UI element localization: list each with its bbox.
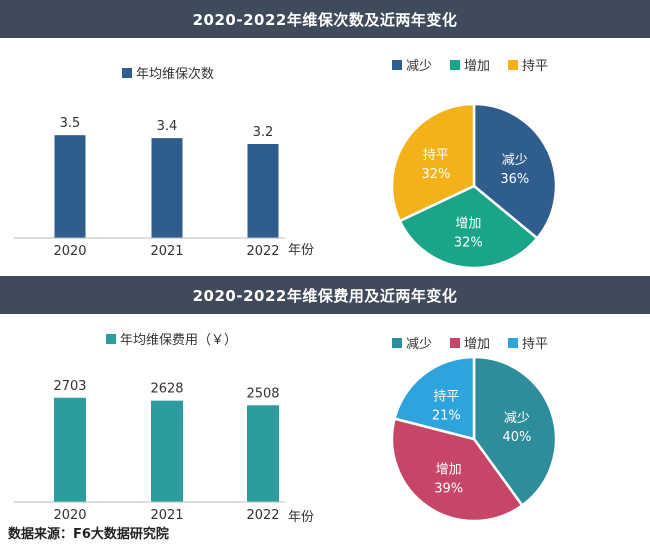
- pie-chart-1-slice-2: [390, 102, 476, 223]
- pie-chart-1-slice-0: [472, 102, 558, 241]
- section-2-title: 2020-2022年维保费用及近两年变化: [192, 286, 458, 305]
- section-1-title: 2020-2022年维保次数及近两年变化: [192, 10, 458, 29]
- bar-chart-2-value-label: 2508: [246, 386, 279, 401]
- bar-chart-1-value-label: 3.2: [253, 125, 274, 140]
- bar-chart-1-tick-label: 2022: [246, 244, 279, 259]
- pie-chart-2-slice-label: 增加: [436, 462, 462, 477]
- pie-chart-1-legend: 减少 增加 持平: [392, 59, 548, 74]
- bar-chart-2: 年均维保费用（￥） 2703 2020 2628 2021 2508 2022 年份: [14, 333, 314, 525]
- bar-chart-2-tick-label: 2021: [150, 508, 183, 523]
- pie-chart-1-slice-label: 增加: [455, 217, 481, 232]
- section-2-header: 2020-2022年维保费用及近两年变化: [0, 276, 650, 314]
- bar-chart-1-legend-swatch: [122, 68, 132, 78]
- bar-chart-2-xlabel: 年份: [288, 510, 314, 525]
- bar-chart-1-value-label: 3.4: [157, 119, 178, 134]
- bar-chart-1-tick-label: 2020: [53, 244, 86, 259]
- pie-chart-1-slice-percent: 32%: [454, 236, 483, 251]
- pie-chart-1-slices: 减少 36% 增加 32% 持平 32%: [390, 102, 558, 270]
- pie-chart-1-legend-text: 增加: [464, 59, 490, 74]
- bar-chart-1-bars: 3.5 2020 3.4 2021 3.2 2022: [53, 116, 279, 259]
- bar-chart-2-legend-text: 年均维保费用（￥）: [120, 333, 237, 348]
- pie-chart-2-slice-2: [393, 355, 476, 441]
- pie-chart-2-slice-0: [472, 355, 558, 508]
- pie-chart-2-slices: 减少 40% 增加 39% 持平 21%: [390, 355, 558, 523]
- bar-chart-2-legend-swatch: [106, 334, 116, 344]
- section-2-panel: 年均维保费用（￥） 2703 2020 2628 2021 2508 2022 年份 减少…: [14, 333, 558, 525]
- bar-chart-2-value-label: 2703: [53, 379, 86, 394]
- bar-chart-2-bar-2020: [54, 397, 86, 502]
- bar-chart-2-value-label: 2628: [150, 382, 183, 397]
- pie-chart-1-legend-swatch: [392, 60, 402, 70]
- section-1-header: 2020-2022年维保次数及近两年变化: [0, 0, 650, 38]
- pie-chart-1-legend-swatch: [450, 60, 460, 70]
- pie-chart-1-slice-label: 持平: [423, 148, 449, 163]
- bar-chart-2-tick-label: 2022: [246, 508, 279, 523]
- bar-chart-1-bar-2022: [247, 144, 279, 238]
- data-source-note: 数据来源：F6大数据研究院: [8, 527, 169, 542]
- bar-chart-2-bars: 2703 2020 2628 2021 2508 2022: [53, 379, 279, 523]
- pie-chart-2-legend-text: 减少: [406, 337, 432, 352]
- pie-chart-1-slice-label: 减少: [502, 153, 528, 168]
- bar-chart-2-bar-2021: [151, 400, 183, 502]
- pie-chart-2-legend-swatch: [508, 338, 518, 348]
- pie-chart-2-slice-1: [390, 417, 524, 523]
- bar-chart-1-bar-2021: [151, 138, 183, 238]
- pie-chart-2-legend-swatch: [392, 338, 402, 348]
- pie-chart-1-slice-percent: 32%: [421, 167, 450, 182]
- bar-chart-1-legend-text: 年均维保次数: [136, 66, 214, 82]
- pie-chart-2-slice-label: 持平: [433, 389, 459, 404]
- pie-chart-1-slice-percent: 36%: [500, 172, 529, 187]
- pie-chart-1-slice-1: [398, 184, 539, 270]
- pie-chart-2-slice-percent: 21%: [432, 408, 461, 423]
- pie-chart-2-legend: 减少 增加 持平: [392, 337, 548, 352]
- bar-chart-2-tick-label: 2020: [53, 508, 86, 523]
- pie-chart-1-legend-swatch: [508, 60, 518, 70]
- pie-chart-2-slice-percent: 40%: [502, 430, 531, 445]
- pie-chart-1-legend-text: 持平: [522, 59, 548, 74]
- pie-chart-2-legend-text: 增加: [464, 337, 490, 352]
- bar-chart-2-bar-2022: [247, 405, 279, 502]
- pie-chart-2-slice-percent: 39%: [434, 481, 463, 496]
- bar-chart-1-value-label: 3.5: [60, 116, 81, 131]
- bar-chart-1-bar-2020: [54, 135, 86, 238]
- pie-chart-2-slice-label: 减少: [504, 411, 530, 426]
- pie-chart-1-legend-text: 减少: [406, 59, 432, 74]
- pie-chart-2-legend-text: 持平: [522, 337, 548, 352]
- bar-chart-1-tick-label: 2021: [150, 244, 183, 259]
- bar-chart-1-xlabel: 年份: [288, 243, 314, 258]
- pie-chart-2-legend-swatch: [450, 338, 460, 348]
- bar-chart-1: 年均维保次数 3.5 2020 3.4 2021 3.2 2022 年份: [14, 66, 314, 259]
